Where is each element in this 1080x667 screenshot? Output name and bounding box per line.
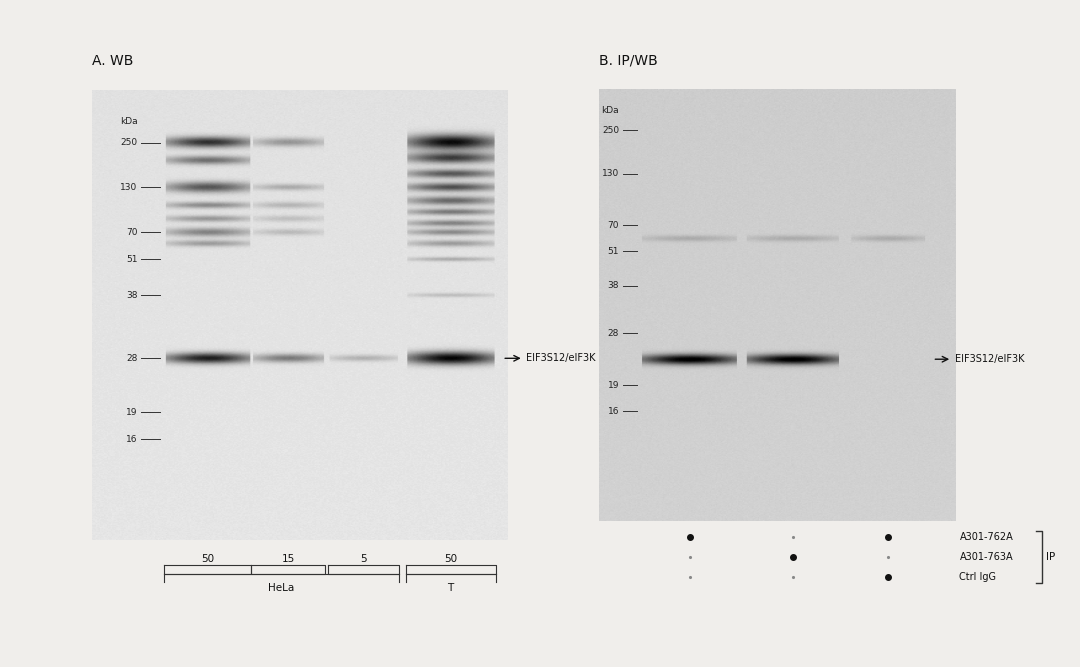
Text: 70: 70 <box>126 228 137 237</box>
Text: kDa: kDa <box>602 105 619 115</box>
Text: T: T <box>447 583 454 593</box>
Text: kDa: kDa <box>120 117 137 126</box>
Text: Ctrl IgG: Ctrl IgG <box>959 572 997 582</box>
Text: 38: 38 <box>126 291 137 300</box>
Text: 28: 28 <box>126 354 137 363</box>
Text: 51: 51 <box>126 255 137 264</box>
Text: 130: 130 <box>602 169 619 178</box>
Text: 50: 50 <box>201 554 215 564</box>
Text: 15: 15 <box>282 554 295 564</box>
Text: EIF3S12/eIF3K: EIF3S12/eIF3K <box>526 354 596 364</box>
Text: 19: 19 <box>126 408 137 417</box>
Text: IP: IP <box>1045 552 1055 562</box>
Text: 250: 250 <box>120 138 137 147</box>
Text: 38: 38 <box>608 281 619 290</box>
Text: 70: 70 <box>608 221 619 230</box>
Text: 5: 5 <box>360 554 367 564</box>
Text: 28: 28 <box>608 329 619 338</box>
Text: A301-762A: A301-762A <box>959 532 1013 542</box>
Text: 16: 16 <box>126 435 137 444</box>
Text: EIF3S12/eIF3K: EIF3S12/eIF3K <box>955 354 1024 364</box>
Text: 250: 250 <box>602 126 619 135</box>
Text: 51: 51 <box>608 247 619 255</box>
Text: 50: 50 <box>444 554 457 564</box>
Text: 130: 130 <box>120 183 137 192</box>
Text: A301-763A: A301-763A <box>959 552 1013 562</box>
Text: 19: 19 <box>608 381 619 390</box>
Text: 16: 16 <box>608 406 619 416</box>
Text: A. WB: A. WB <box>92 54 133 68</box>
Text: HeLa: HeLa <box>269 583 295 593</box>
Text: B. IP/WB: B. IP/WB <box>599 54 658 68</box>
